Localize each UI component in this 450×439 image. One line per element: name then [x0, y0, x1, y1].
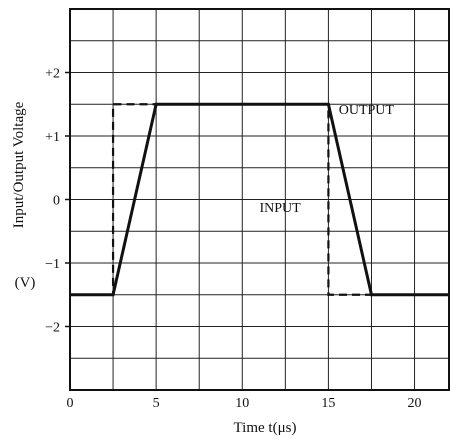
y-tick-label: 0 — [53, 194, 60, 209]
series-group — [70, 102, 449, 297]
series-line-output — [70, 102, 449, 297]
y-tick-label: −1 — [45, 257, 60, 272]
y-axis-unit: (V) — [15, 275, 36, 291]
grid-lines — [65, 9, 449, 390]
annotation-output: OUTPUT — [339, 103, 395, 118]
y-axis-label: Input/Output Voltage — [11, 101, 27, 228]
x-tick-label: 10 — [235, 396, 249, 411]
y-tick-label: +2 — [45, 67, 60, 82]
plot-frame — [69, 8, 450, 391]
annotations: OUTPUT INPUT — [260, 103, 395, 216]
y-tick-label: +1 — [45, 130, 60, 145]
x-tick-labels: 0 5 10 15 20 — [67, 396, 422, 411]
x-tick-label: 15 — [321, 396, 335, 411]
x-tick-label: 5 — [153, 396, 160, 411]
y-tick-labels: +2 +1 0 −1 −2 — [45, 67, 60, 336]
x-tick-label: 0 — [67, 396, 74, 411]
x-tick-label: 20 — [408, 396, 422, 411]
x-axis-label: Time t(μs) — [234, 420, 297, 436]
annotation-input: INPUT — [260, 201, 302, 216]
y-tick-label: −2 — [45, 321, 60, 336]
